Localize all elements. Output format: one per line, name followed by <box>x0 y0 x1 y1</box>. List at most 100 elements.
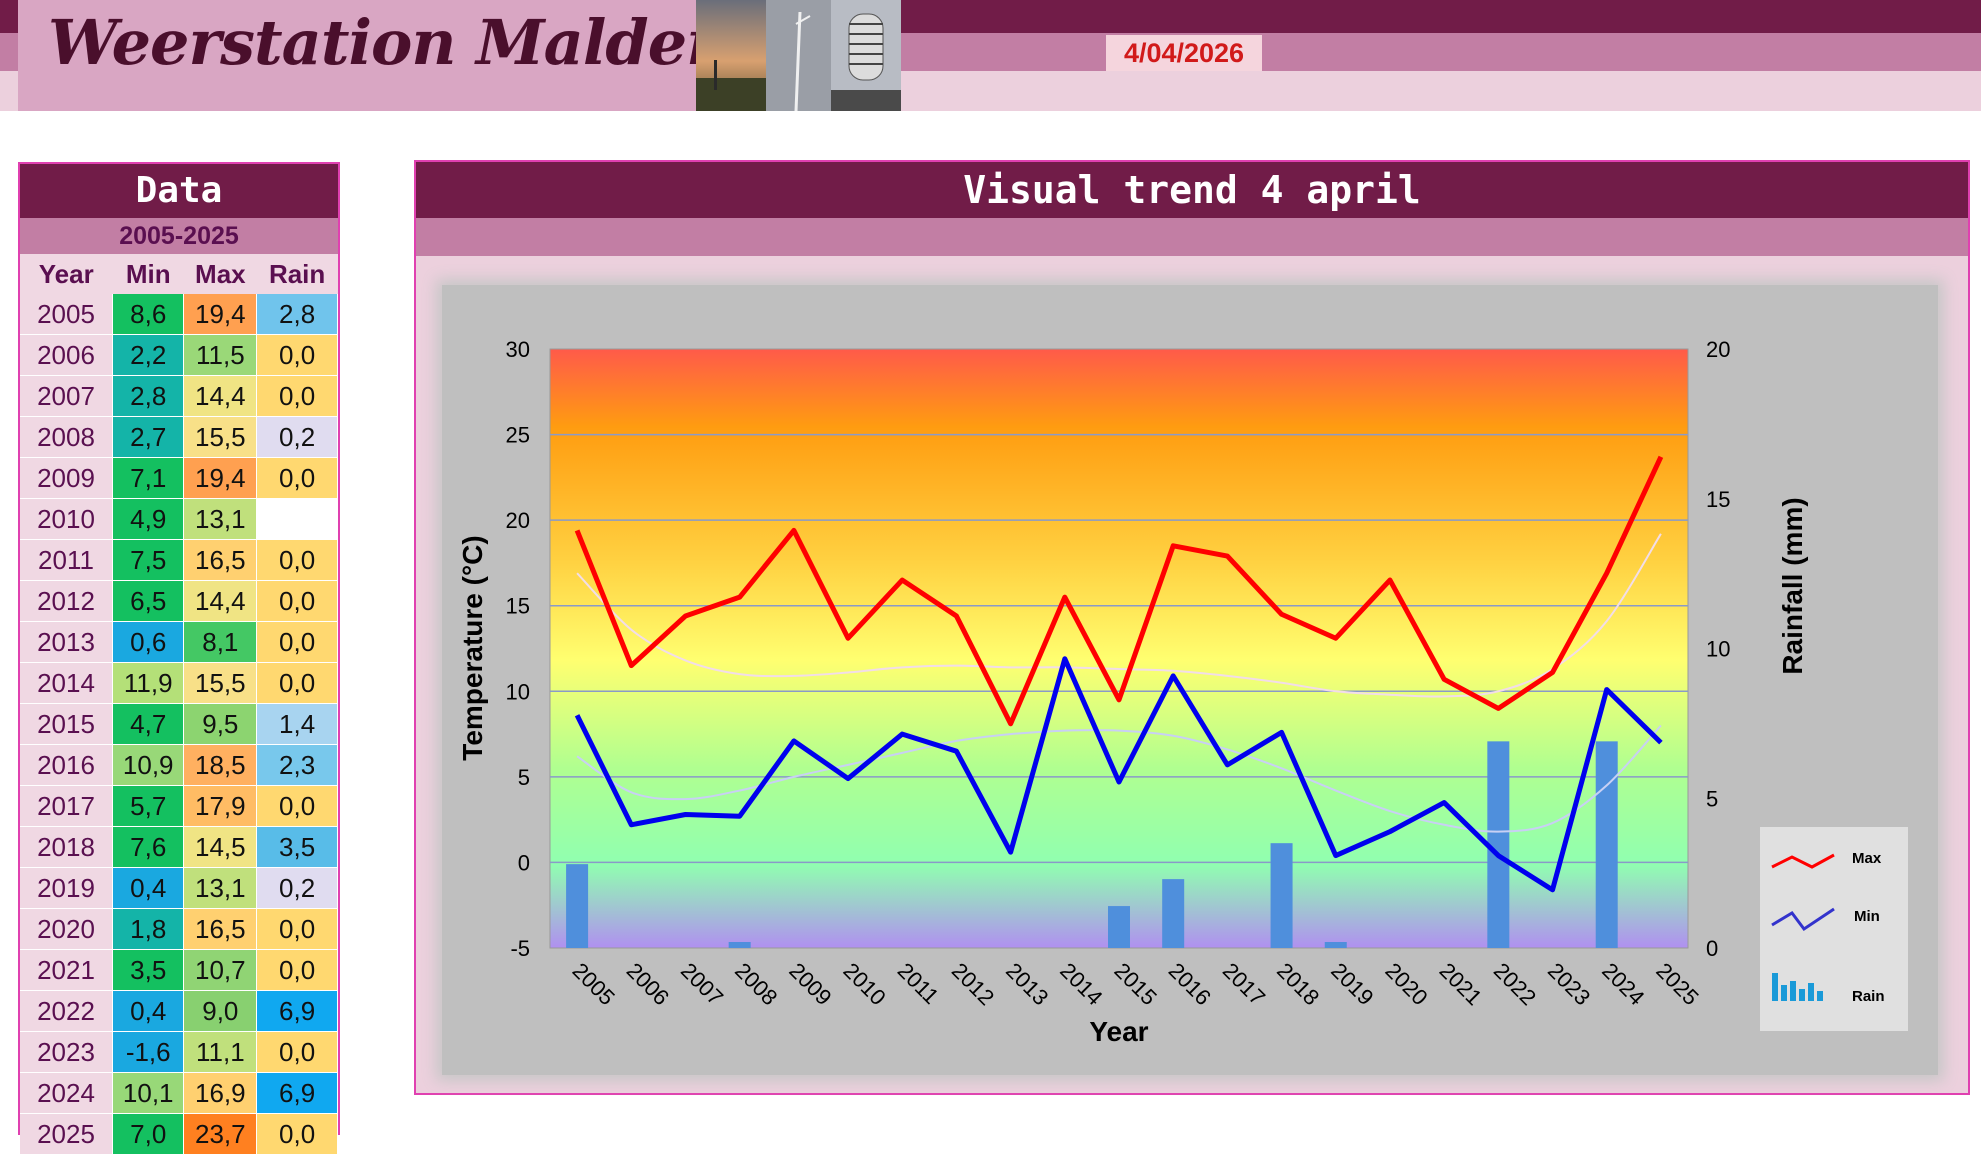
max-cell: 19,4 <box>183 294 258 335</box>
max-cell: 15,5 <box>183 416 258 458</box>
min-cell: -1,6 <box>112 1031 185 1073</box>
year-cell: 2024 <box>20 1072 113 1114</box>
data-table: Year Min Max Rain 2005 8,6 19,4 2,8 2006 2,2 1… <box>20 254 338 1155</box>
rain-cell: 0,0 <box>256 539 338 581</box>
rain-cell: 3,5 <box>256 826 338 868</box>
max-cell: 11,1 <box>183 1031 258 1073</box>
max-cell: 14,4 <box>183 580 258 622</box>
table-row: 2011 7,5 16,5 0,0 <box>20 539 338 581</box>
y2-axis-label: Rainfall (mm) <box>1777 497 1808 674</box>
y2-tick-label: 5 <box>1706 786 1718 811</box>
y-tick-label: 0 <box>518 850 530 875</box>
x-tick-label: 2012 <box>947 958 999 1010</box>
year-cell: 2009 <box>20 457 113 499</box>
y-tick-label: -5 <box>510 936 530 961</box>
year-cell: 2007 <box>20 375 113 417</box>
y-tick-label: 15 <box>506 594 530 619</box>
y2-tick-label: 0 <box>1706 936 1718 961</box>
min-cell: 0,4 <box>112 867 185 909</box>
table-row: 2018 7,6 14,5 3,5 <box>20 826 338 868</box>
max-cell: 15,5 <box>183 662 258 704</box>
max-cell: 10,7 <box>183 949 258 991</box>
min-cell: 6,5 <box>112 580 185 622</box>
year-cell: 2023 <box>20 1031 113 1073</box>
min-cell: 2,7 <box>112 416 185 458</box>
legend: Max Min Rain <box>1760 827 1908 1031</box>
year-cell: 2015 <box>20 703 113 745</box>
y-tick-label: 30 <box>506 337 530 362</box>
table-row: 2017 5,7 17,9 0,0 <box>20 785 338 827</box>
rain-cell: 6,9 <box>256 1072 338 1114</box>
rain-cell: 0,0 <box>256 785 338 827</box>
table-row: 2009 7,1 19,4 0,0 <box>20 457 338 499</box>
x-tick-label: 2025 <box>1651 958 1703 1010</box>
year-cell: 2014 <box>20 662 113 704</box>
x-tick-label: 2022 <box>1489 958 1541 1010</box>
min-cell: 2,2 <box>112 334 185 376</box>
chart-panel: Visual trend 4 april -5 0 5 10 15 20 25 30 <box>414 160 1970 1095</box>
x-tick-label: 2007 <box>676 958 728 1010</box>
legend-rain-label: Rain <box>1852 988 1885 1005</box>
column-header-rain: Rain <box>268 258 326 289</box>
year-cell: 2020 <box>20 908 113 950</box>
x-tick-label: 2010 <box>839 958 891 1010</box>
current-date: 4/04/2026 <box>1106 35 1262 71</box>
max-cell: 14,4 <box>183 375 258 417</box>
year-cell: 2022 <box>20 990 113 1032</box>
plot-background <box>549 348 1689 949</box>
year-cell: 2017 <box>20 785 113 827</box>
column-header-min: Min <box>125 258 171 289</box>
x-tick-label: 2015 <box>1109 958 1161 1010</box>
x-tick-label: 2011 <box>893 958 944 1009</box>
y2-tick-label: 15 <box>1706 487 1730 512</box>
max-cell: 13,1 <box>183 867 258 909</box>
x-axis-label: Year <box>1089 1016 1148 1047</box>
year-cell: 2010 <box>20 498 113 540</box>
photo-mast <box>766 0 831 111</box>
x-tick-label: 2024 <box>1597 958 1649 1010</box>
x-tick-label: 2013 <box>1001 958 1053 1010</box>
min-cell: 7,6 <box>112 826 185 868</box>
min-cell: 4,9 <box>112 498 185 540</box>
table-row: 2013 0,6 8,1 0,0 <box>20 621 338 663</box>
table-row: 2012 6,5 14,4 0,0 <box>20 580 338 622</box>
legend-rain-icon <box>1772 973 1823 1001</box>
max-cell: 13,1 <box>183 498 258 540</box>
y-tick-label: 5 <box>518 765 530 790</box>
site-title: Weerstation Malderen <box>48 6 801 79</box>
min-cell: 11,9 <box>112 662 185 704</box>
max-cell: 19,4 <box>183 457 258 499</box>
table-row: 2020 1,8 16,5 0,0 <box>20 908 338 950</box>
max-cell: 23,7 <box>183 1113 258 1155</box>
table-row: 2015 4,7 9,5 1,4 <box>20 703 338 745</box>
rain-cell: 2,8 <box>256 294 338 335</box>
min-cell: 3,5 <box>112 949 185 991</box>
rain-bar <box>1108 906 1130 948</box>
min-cell: 7,1 <box>112 457 185 499</box>
max-cell: 17,9 <box>183 785 258 827</box>
rain-cell: 0,0 <box>256 1031 338 1073</box>
rain-cell: 0,0 <box>256 457 338 499</box>
x-tick-label: 2018 <box>1272 958 1324 1010</box>
rain-bar <box>566 864 589 948</box>
rain-cell: 0,2 <box>256 416 338 458</box>
photo-landscape <box>696 0 766 111</box>
photo-tower <box>831 0 901 111</box>
table-row: 2021 3,5 10,7 0,0 <box>20 949 338 991</box>
x-tick-label: 2006 <box>622 958 674 1010</box>
x-tick-label: 2017 <box>1218 958 1270 1010</box>
min-series-line <box>574 656 1663 893</box>
x-tick-label: 2016 <box>1164 958 1216 1010</box>
min-cell: 4,7 <box>112 703 185 745</box>
x-tick-label: 2021 <box>1435 958 1487 1010</box>
max-cell: 14,5 <box>183 826 258 868</box>
x-tick-label: 2020 <box>1380 958 1432 1010</box>
min-cell: 5,7 <box>112 785 185 827</box>
rain-cell: 0,0 <box>256 949 338 991</box>
table-row: 2014 11,9 15,5 0,0 <box>20 662 338 704</box>
rain-cell: 1,4 <box>256 703 338 745</box>
table-row: 2022 0,4 9,0 6,9 <box>20 990 338 1032</box>
rain-cell: 2,3 <box>256 744 338 786</box>
x-tick-label: 2014 <box>1055 958 1107 1010</box>
table-row: 2023 -1,6 11,1 0,0 <box>20 1031 338 1073</box>
